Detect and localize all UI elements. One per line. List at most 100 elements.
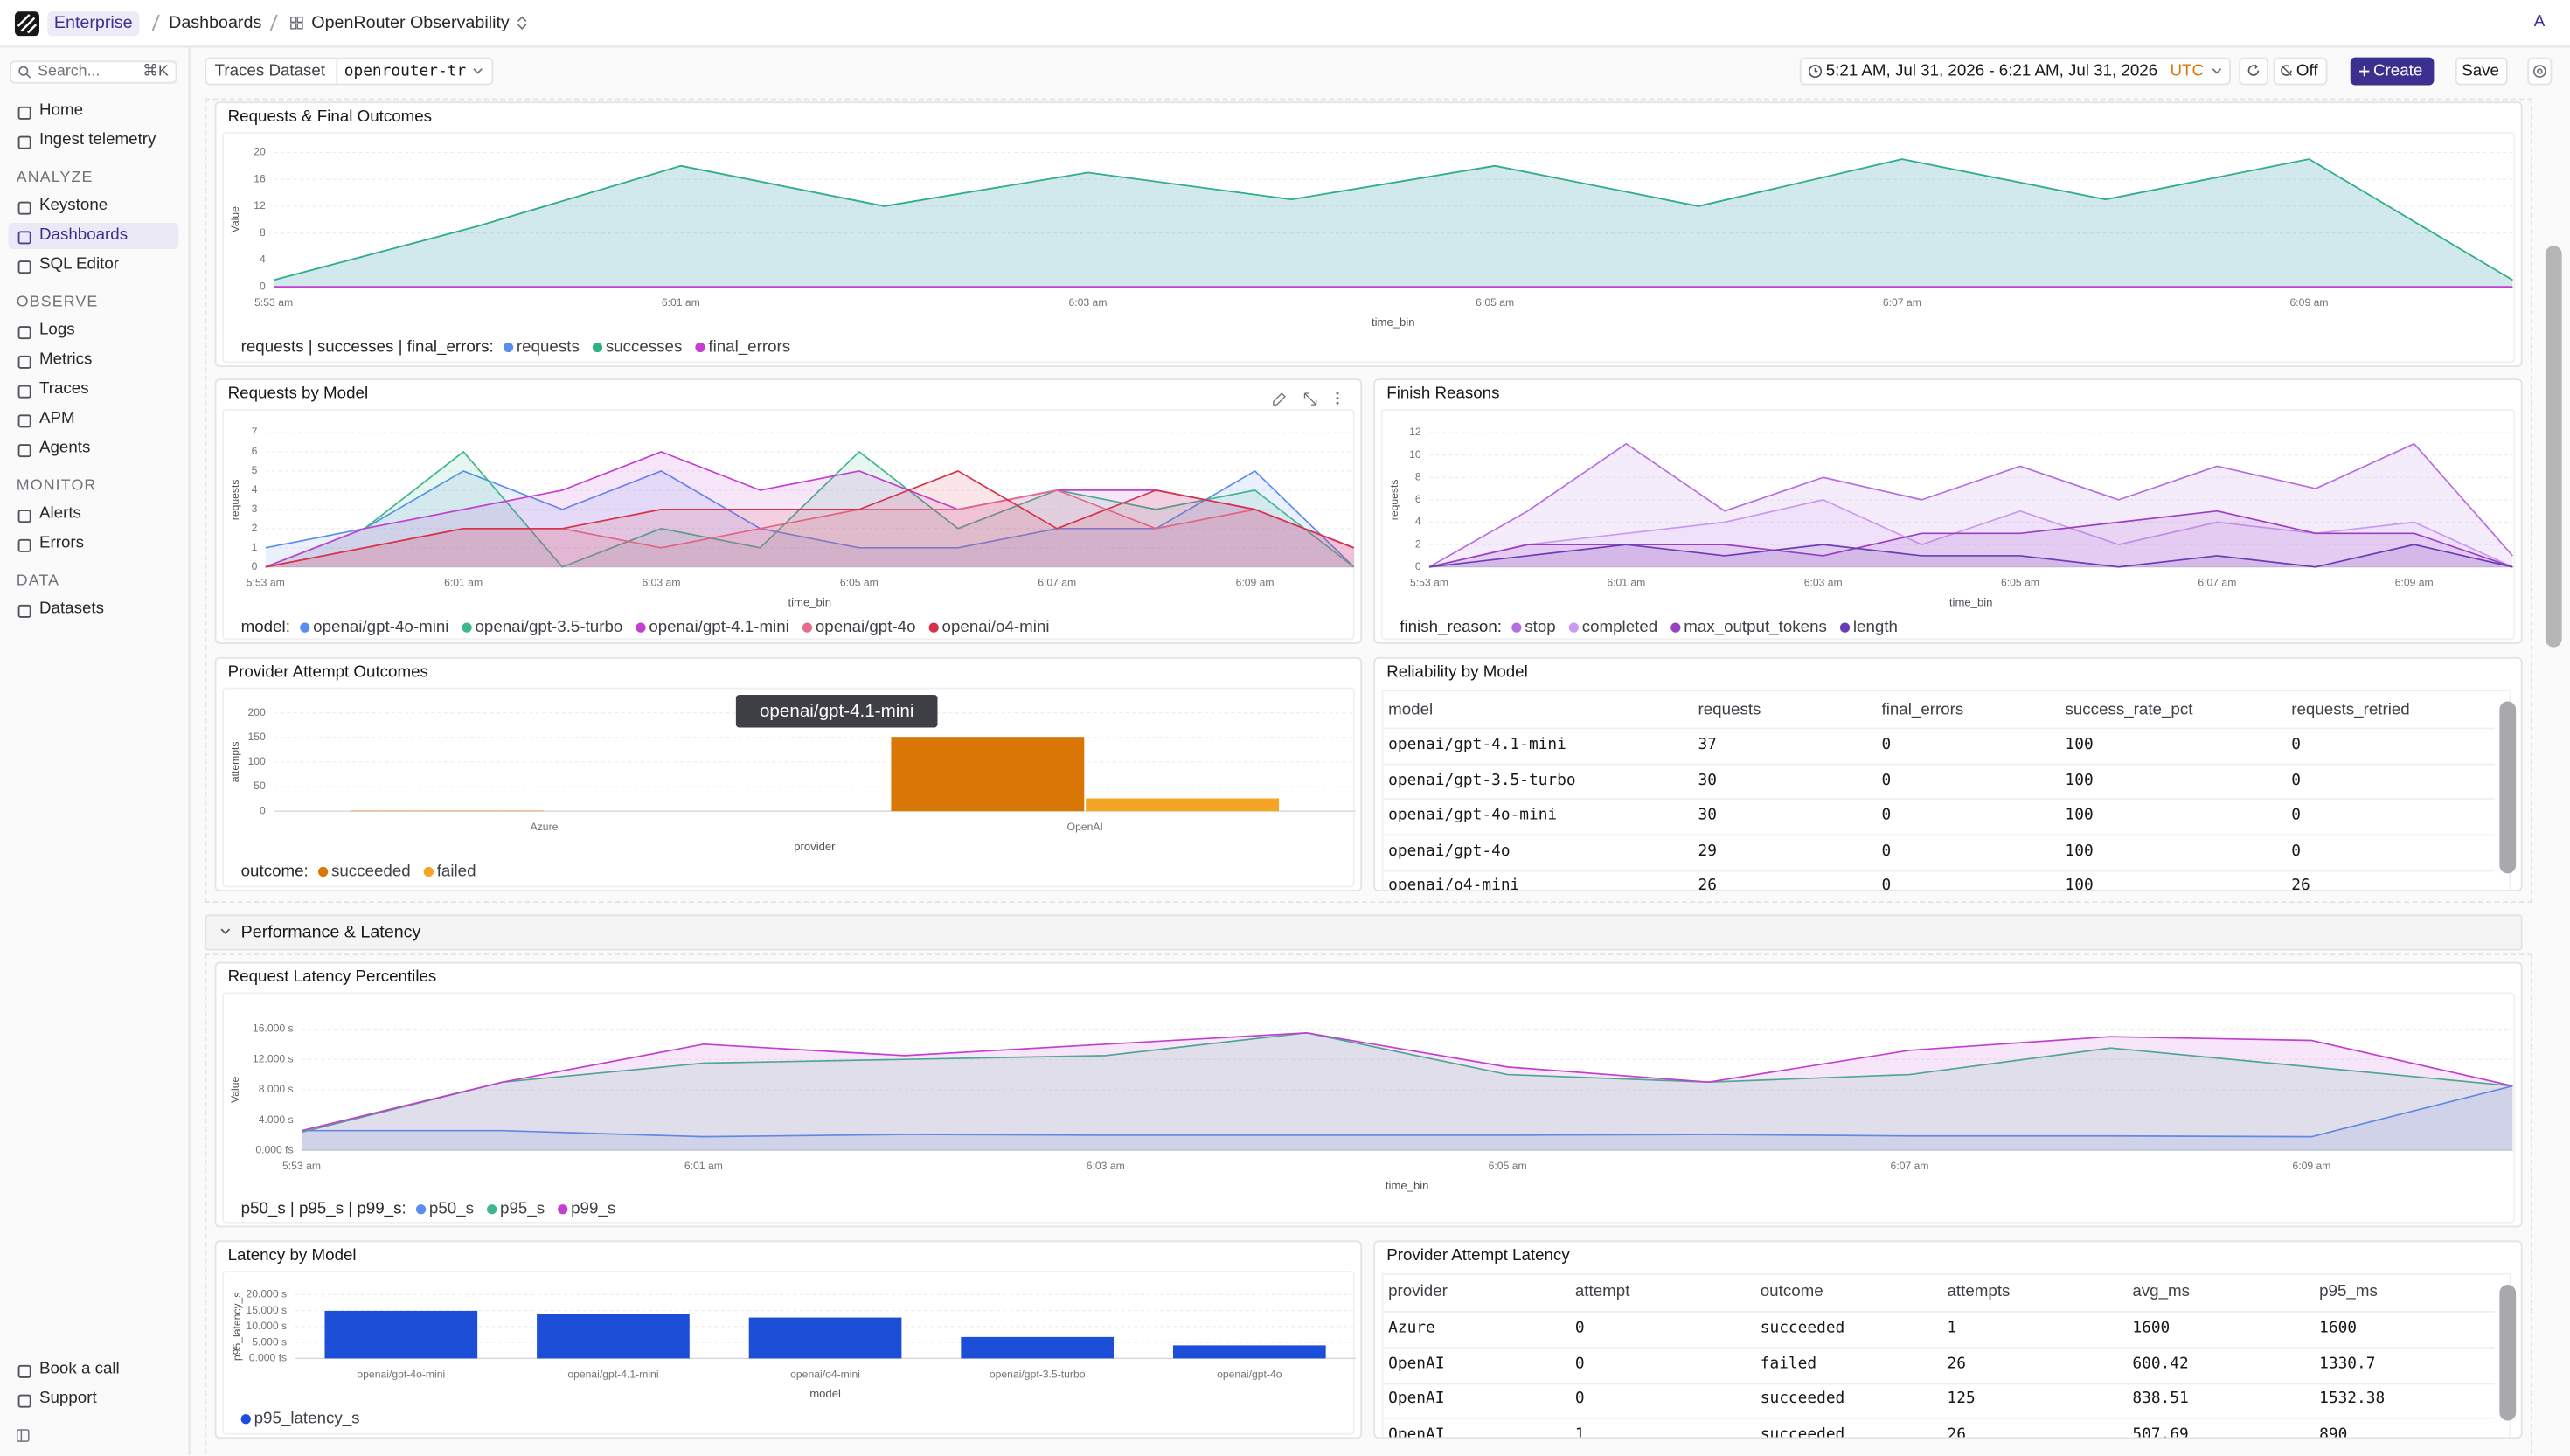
x-tick-label: Azure: [531, 821, 559, 833]
nav-item[interactable]: Keystone: [39, 197, 108, 215]
legend-title: outcome:: [241, 861, 309, 879]
series-line: [301, 1031, 2513, 1134]
table-header: requests_retried: [2291, 701, 2410, 720]
legend-label[interactable]: succeeded: [331, 861, 411, 879]
time-picker[interactable]: [1799, 57, 2231, 86]
nav-item[interactable]: Dashboards: [39, 225, 128, 245]
y-tick-label: 100: [247, 755, 266, 767]
table-cell: 0: [1574, 1319, 1585, 1337]
collapse-icon[interactable]: [16, 1429, 30, 1442]
table-header: final_errors: [1881, 701, 1964, 720]
y-tick-label: 20.000 s: [246, 1287, 287, 1300]
plot-frame: [222, 992, 2516, 1224]
table-cell: 100: [2065, 806, 2094, 825]
panel-actions[interactable]: [1273, 392, 1339, 406]
table-cell: 600.42: [2132, 1355, 2189, 1373]
nav-item[interactable]: Traces: [39, 380, 89, 399]
group-frame: [205, 953, 2532, 1455]
nav-item[interactable]: SQL Editor: [39, 255, 120, 274]
avatar[interactable]: A: [2533, 13, 2546, 31]
area-fill: [302, 1032, 2513, 1151]
y-tick-label: 6: [252, 445, 258, 457]
time-range: 5:21 AM, Jul 31, 2026 - 6:21 AM, Jul 31,…: [1825, 62, 2158, 80]
breadcrumb[interactable]: OpenRouter Observability: [311, 13, 510, 33]
legend-label[interactable]: max_output_tokens: [1684, 617, 1827, 636]
table-cell: 0: [2291, 806, 2302, 825]
section-title: Performance & Latency: [240, 922, 421, 943]
search-box[interactable]: [10, 60, 177, 84]
legend-label[interactable]: openai/gpt-3.5-turbo: [475, 617, 622, 635]
area-fill: [265, 470, 1354, 567]
chevron: [517, 16, 527, 31]
nav-item[interactable]: Datasets: [39, 600, 105, 618]
legend-swatch: [695, 342, 705, 353]
settings-button[interactable]: [2527, 57, 2553, 86]
timezone[interactable]: UTC: [2170, 62, 2205, 80]
row-divider: [1381, 1346, 2495, 1349]
plot-frame: [222, 131, 2516, 364]
dataset-value[interactable]: openrouter-tr: [344, 62, 467, 80]
x-tick-label: 5:53 am: [247, 577, 285, 589]
nav-item[interactable]: Support: [39, 1390, 97, 1408]
search-icon: [18, 66, 31, 79]
y-tick-label: 12: [1409, 426, 1421, 438]
nav-item[interactable]: Metrics: [39, 350, 93, 369]
legend-label[interactable]: p95_s: [500, 1199, 545, 1218]
save-button[interactable]: [2455, 57, 2508, 86]
save-label: Save: [2462, 62, 2499, 80]
chart-panel: Requests & Final Outcomes 0 4 8 12 16 20 time_b…: [214, 101, 2523, 367]
legend-label[interactable]: stop: [1525, 617, 1555, 635]
table-cell: openai/gpt-4.1-mini: [1388, 735, 1566, 754]
row-divider: [1381, 1382, 2495, 1384]
nav-item[interactable]: Home: [39, 101, 84, 120]
dataset-selector[interactable]: [205, 57, 494, 86]
table-cell: 100: [2065, 771, 2094, 789]
legend-label[interactable]: length: [1853, 617, 1898, 635]
legend-label[interactable]: openai/gpt-4.1-mini: [649, 617, 789, 635]
table-cell: OpenAI: [1388, 1425, 1445, 1439]
table-header: avg_ms: [2132, 1283, 2191, 1301]
section-header-bg[interactable]: [205, 914, 2523, 951]
legend-label[interactable]: failed: [437, 861, 476, 879]
y-tick-label: 12: [254, 199, 266, 211]
nav-item[interactable]: Agents: [39, 439, 91, 458]
nav-item[interactable]: Ingest telemetry: [39, 131, 156, 149]
legend-label[interactable]: p95_latency_s: [254, 1409, 360, 1428]
nav-item[interactable]: Book a call: [39, 1360, 120, 1378]
legend-label[interactable]: openai/gpt-4o: [816, 617, 916, 635]
legend-swatch: [423, 866, 434, 877]
nav-item[interactable]: Errors: [39, 534, 85, 552]
breadcrumb[interactable]: Dashboards: [169, 13, 262, 33]
chart: 0.000 fs 4.000 s 8.000 s 12.000 s 16.000 s ti…: [222, 992, 2516, 1224]
legend-label[interactable]: final_errors: [708, 336, 790, 356]
table-cell: 26: [2291, 877, 2310, 891]
nav-item[interactable]: Alerts: [39, 504, 81, 523]
nav-item[interactable]: APM: [39, 409, 75, 428]
table-header: provider: [1388, 1283, 1448, 1301]
table-scrollbar[interactable]: [2499, 1285, 2517, 1421]
workspace[interactable]: Enterprise: [53, 13, 133, 33]
y-tick-label: 10.000 s: [246, 1320, 287, 1332]
legend-label[interactable]: requests: [517, 336, 580, 355]
nav-icon: [17, 105, 31, 119]
legend-label[interactable]: p50_s: [429, 1199, 474, 1218]
bar: [1086, 798, 1280, 812]
y-tick-label: 4.000 s: [259, 1113, 294, 1126]
table-scrollbar[interactable]: [2499, 701, 2517, 874]
legend-label[interactable]: completed: [1582, 617, 1658, 635]
scrollbar-thumb[interactable]: [2545, 246, 2562, 648]
table-cell: 0: [1574, 1390, 1585, 1409]
legend-label[interactable]: p99_s: [571, 1199, 615, 1218]
table-cell: openai/o4-mini: [1388, 877, 1520, 891]
nav-item[interactable]: Logs: [39, 321, 75, 340]
legend-label[interactable]: successes: [606, 336, 683, 355]
x-axis-title: time_bin: [788, 595, 831, 608]
legend-label[interactable]: openai/o4-mini: [942, 617, 1050, 635]
table-cell: 1330.7: [2319, 1355, 2376, 1373]
tooltip-bg: [735, 695, 938, 728]
legend-label[interactable]: openai/gpt-4o-mini: [313, 617, 448, 635]
chart: 0.000 fs 5.000 s 10.000 s 15.000 s 20.000 s m…: [222, 1271, 1356, 1435]
refresh-button[interactable]: [2239, 57, 2268, 86]
table-cell: 838.51: [2132, 1390, 2189, 1409]
nav-icon: [17, 1393, 31, 1407]
